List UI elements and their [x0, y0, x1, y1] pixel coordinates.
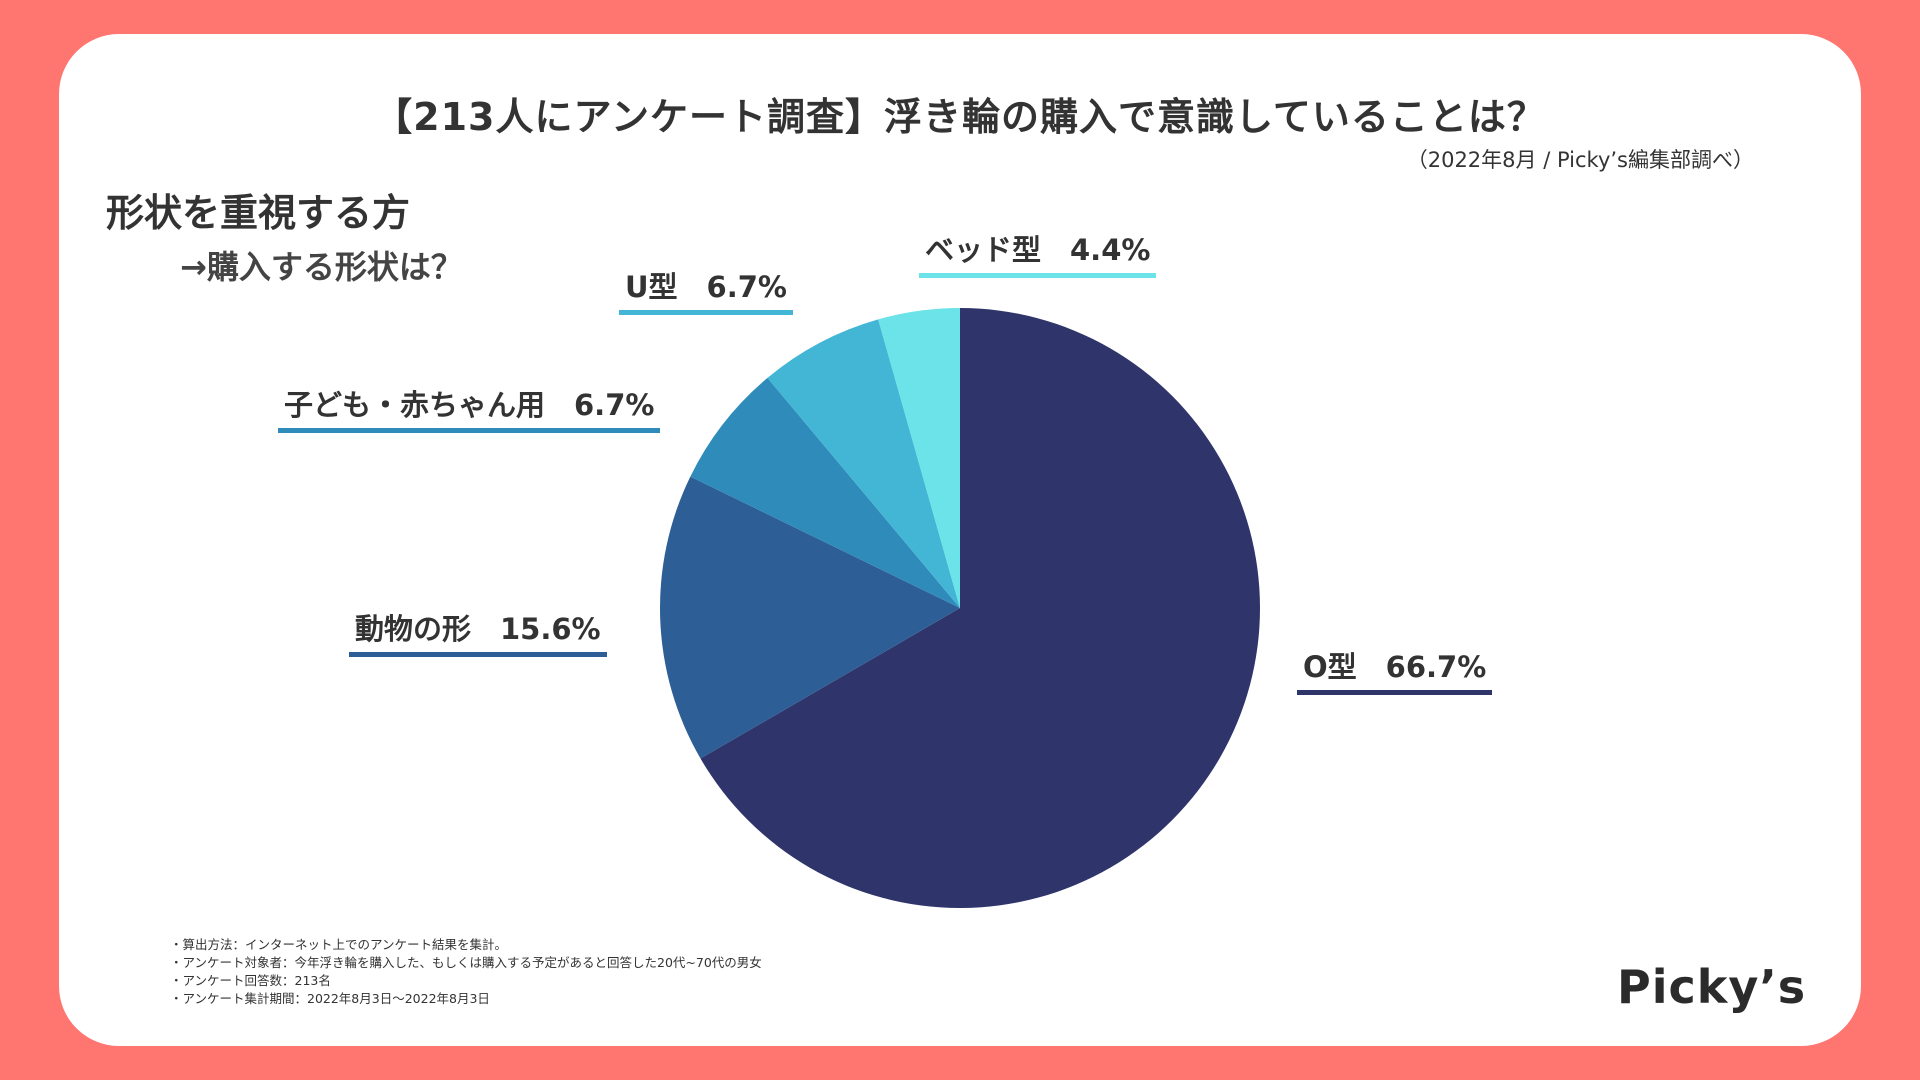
- slice-label-kids-baby: 子ども・赤ちゃん用 6.7%: [278, 382, 661, 433]
- slice-label-o-type: O型 66.7%: [1297, 644, 1493, 695]
- note-period: ・アンケート集計期間：2022年8月3日〜2022年8月3日: [170, 991, 490, 1006]
- chart-title: 【213人にアンケート調査】浮き輪の購入で意識していることは？: [374, 95, 1546, 139]
- pie-slice-u-type: [767, 319, 960, 608]
- note-count: ・アンケート回答数：213名: [170, 973, 331, 988]
- note-target: ・アンケート対象者：今年浮き輪を購入した、もしくは購入する予定があると回答した2…: [170, 955, 762, 970]
- slice-label-u-type: U型 6.7%: [619, 264, 793, 315]
- pickys-logo: Picky’s: [1617, 960, 1807, 1014]
- pie-slice-animal: [660, 476, 960, 759]
- note-method: ・算出方法：インターネット上でのアンケート結果を集計。: [170, 937, 508, 952]
- pie-slice-kids-baby: [690, 377, 960, 608]
- pie-slice-bed-type: [878, 308, 960, 608]
- pie-slice-o-type: [700, 308, 1260, 908]
- slice-label-animal: 動物の形 15.6%: [349, 606, 607, 657]
- survey-source: （2022年8月 / Picky’s編集部調べ）: [1406, 148, 1754, 172]
- survey-notes: ・算出方法：インターネット上でのアンケート結果を集計。 ・アンケート対象者：今年…: [170, 936, 762, 1008]
- section-heading: 形状を重視する方: [106, 191, 411, 235]
- section-subheading: →購入する形状は？: [180, 248, 463, 286]
- slice-label-bed-type: ベッド型 4.4%: [919, 227, 1157, 278]
